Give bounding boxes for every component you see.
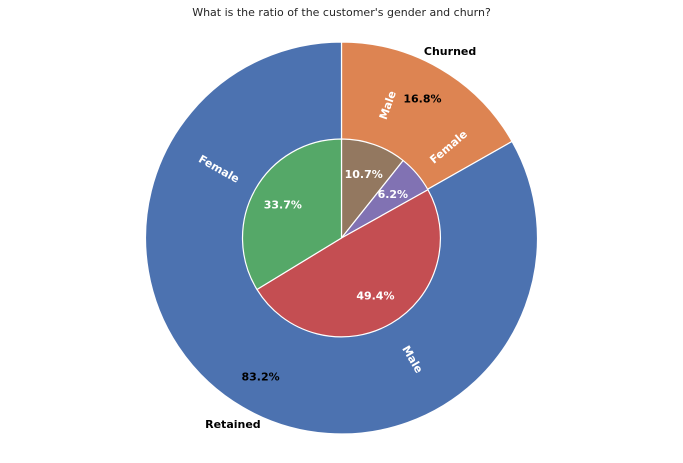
- chart-title: What is the ratio of the customer's gend…: [192, 6, 491, 19]
- inner-pct-churned-female: 6.2%: [378, 188, 409, 201]
- inner-slice-retained-male: [256, 189, 442, 338]
- outer-pct-churned: 16.8%: [403, 93, 441, 106]
- inner-pct-churned-male: 10.7%: [345, 168, 383, 181]
- inner-pct-retained-male: 49.4%: [356, 290, 394, 303]
- outer-ring-labels: Churned 16.8% Retained 83.2%: [205, 45, 476, 431]
- inner-ring: [241, 138, 442, 338]
- inner-pct-retained-female: 33.7%: [264, 199, 302, 212]
- inner-slice-retained-female: [241, 138, 343, 291]
- outer-pct-retained: 83.2%: [241, 370, 279, 383]
- inner-slice-churned-male: [340, 138, 404, 239]
- outer-label-retained: Retained: [205, 418, 261, 431]
- outer-label-churned: Churned: [424, 45, 476, 58]
